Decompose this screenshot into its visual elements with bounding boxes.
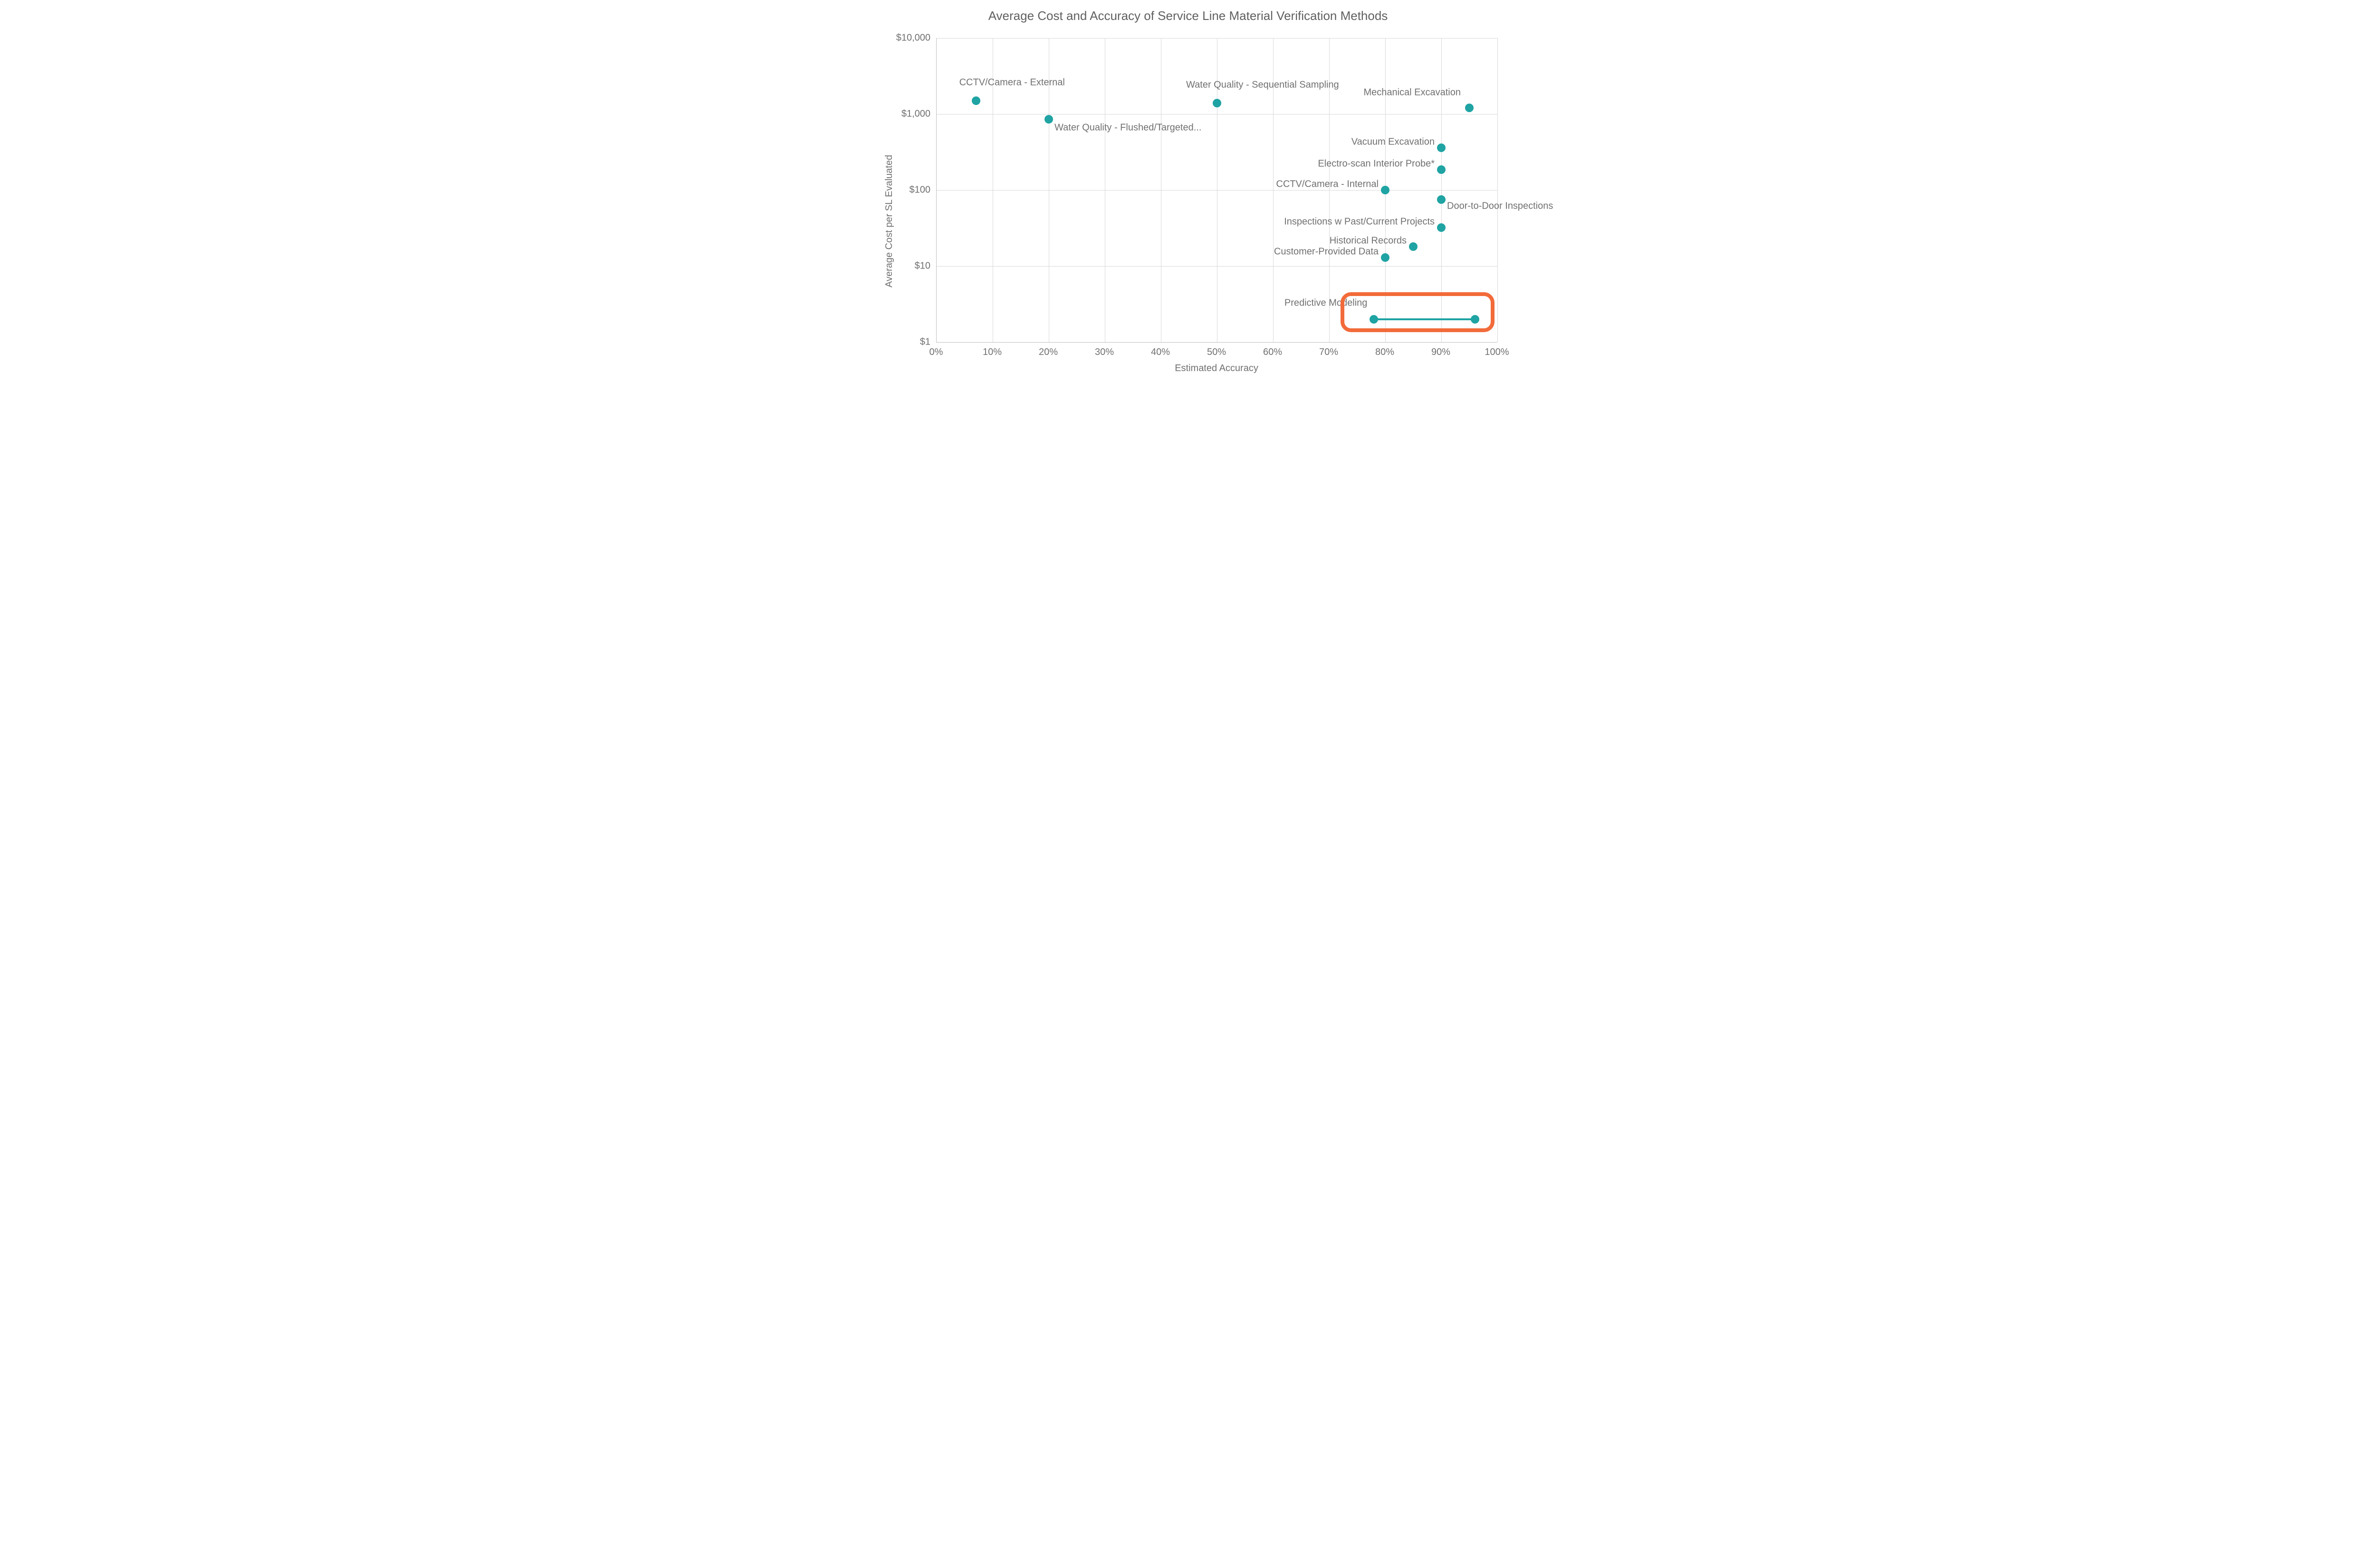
data-point-label: Water Quality - Flushed/Targeted...	[1054, 123, 1201, 134]
gridline-horizontal	[937, 190, 1497, 191]
data-point	[1044, 115, 1053, 124]
highlight-box	[1341, 292, 1495, 332]
x-tick-label: 100%	[1485, 347, 1509, 358]
data-point-label: Mechanical Excavation	[1363, 87, 1461, 98]
x-tick-label: 90%	[1431, 347, 1450, 358]
data-point-label: Vacuum Excavation	[1351, 136, 1435, 147]
x-tick-label: 30%	[1095, 347, 1114, 358]
chart-title: Average Cost and Accuracy of Service Lin…	[841, 9, 1535, 23]
data-point-label: Water Quality - Sequential Sampling	[1186, 79, 1339, 90]
x-tick-label: 50%	[1207, 347, 1226, 358]
gridline-horizontal	[937, 266, 1497, 267]
y-tick-label: $1	[920, 337, 930, 348]
data-point-label: Customer-Provided Data	[1274, 246, 1379, 257]
data-point	[1437, 195, 1446, 204]
y-axis-title: Average Cost per SL Evaluated	[884, 155, 895, 287]
x-tick-label: 10%	[983, 347, 1002, 358]
data-point-label: CCTV/Camera - Internal	[1276, 179, 1379, 190]
data-point-label: Electro-scan Interior Probe*	[1318, 159, 1435, 170]
chart-container: Average Cost and Accuracy of Service Lin…	[841, 0, 1535, 390]
y-tick-label: $1,000	[901, 109, 930, 120]
data-point	[1465, 104, 1474, 112]
gridline-horizontal	[937, 114, 1497, 115]
data-point	[1437, 223, 1446, 232]
data-point	[972, 96, 980, 105]
data-point	[1437, 165, 1446, 174]
plot-area: CCTV/Camera - External Water Quality - Se…	[936, 38, 1497, 343]
data-point	[1381, 186, 1389, 194]
x-tick-label: 70%	[1319, 347, 1338, 358]
data-point-label: CCTV/Camera - External	[959, 77, 1065, 88]
y-tick-label: $10,000	[896, 33, 930, 44]
data-point-label: Inspections w Past/Current Projects	[1284, 217, 1435, 228]
data-point	[1437, 143, 1446, 152]
data-point	[1381, 253, 1389, 262]
data-point	[1409, 242, 1418, 251]
y-tick-label: $100	[910, 185, 931, 196]
y-tick-label: $10	[915, 261, 930, 272]
x-axis-title: Estimated Accuracy	[1175, 363, 1258, 374]
data-point	[1213, 99, 1221, 107]
x-tick-label: 60%	[1263, 347, 1282, 358]
data-point-label: Door-to-Door Inspections	[1447, 201, 1553, 211]
x-tick-label: 40%	[1151, 347, 1170, 358]
data-point-label: Historical Records	[1330, 236, 1407, 247]
x-tick-label: 0%	[929, 347, 943, 358]
x-tick-label: 20%	[1039, 347, 1058, 358]
gridline-vertical	[1497, 38, 1498, 342]
x-tick-label: 80%	[1375, 347, 1394, 358]
